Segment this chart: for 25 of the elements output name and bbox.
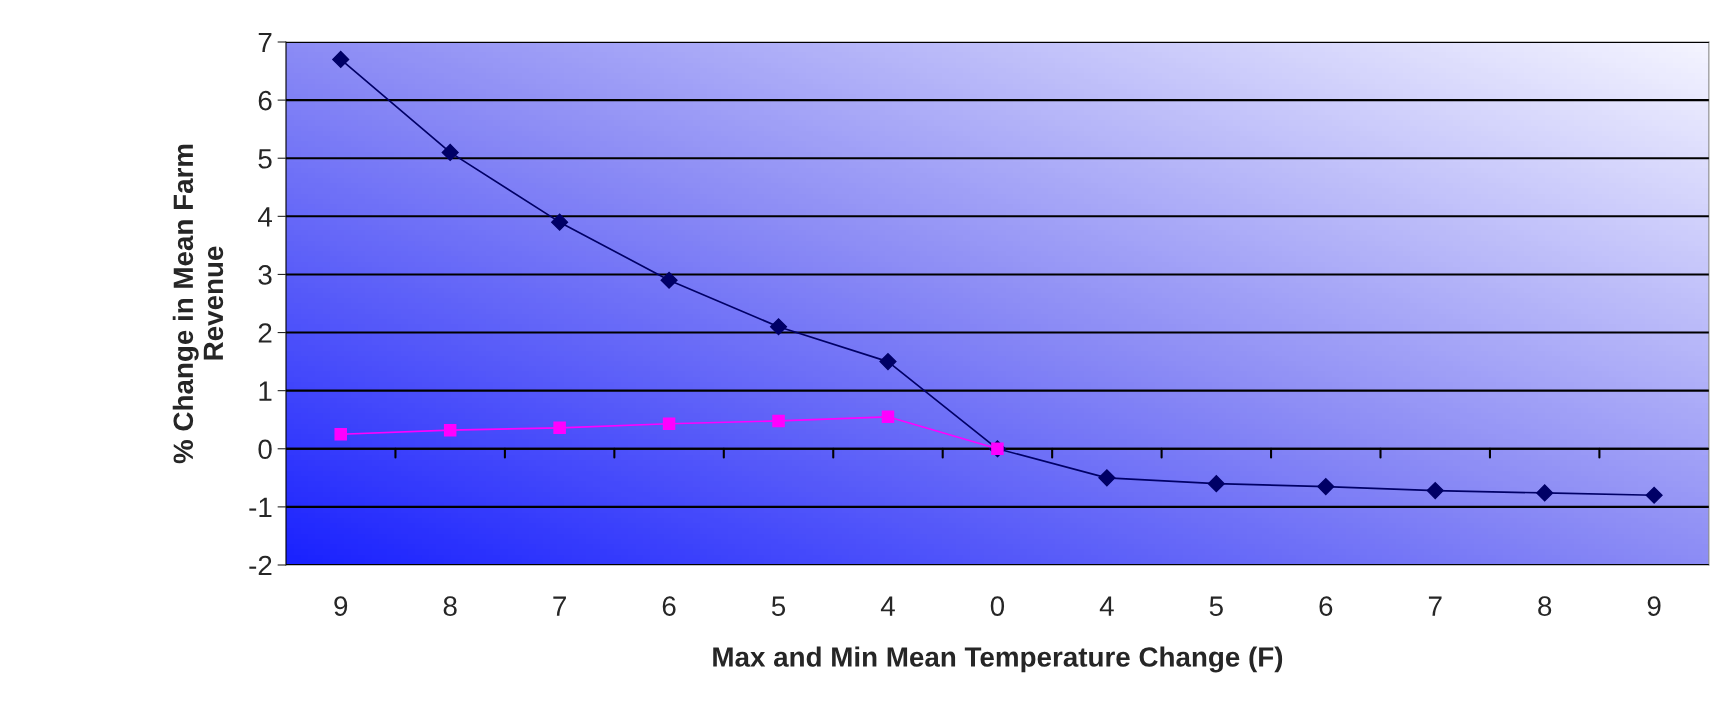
x-tick-label: 8 (443, 596, 457, 616)
y-tick-label: -1 (249, 497, 272, 517)
x-tick-label: 5 (771, 596, 786, 616)
x-tick-label: 9 (1647, 596, 1661, 616)
x-tick-label: 4 (1099, 596, 1114, 616)
x-axis-title: Max and Min Mean Temperature Change (F) (713, 646, 1283, 673)
y-tick-label: 5 (258, 149, 272, 169)
x-tick-label: 0 (990, 596, 1005, 616)
y-tick-label: 3 (258, 265, 272, 285)
x-tick-label: 9 (334, 596, 348, 616)
y-tick-label: 6 (258, 90, 272, 111)
y-tick-label: 0 (258, 439, 272, 460)
x-tick-label: 7 (1428, 596, 1442, 616)
y-tick-label: 1 (259, 381, 272, 401)
x-tick-label: 6 (1319, 596, 1333, 616)
y-tick-label: -2 (249, 555, 272, 576)
x-tick-label: 8 (1538, 596, 1552, 616)
x-tick-label: 5 (1209, 596, 1223, 616)
y-tick-label: 4 (258, 207, 272, 227)
x-tick-label: 4 (880, 596, 895, 616)
y-tick-label: 7 (258, 32, 272, 53)
x-tick-label: 7 (553, 596, 566, 616)
y-tick-label: 2 (258, 323, 272, 343)
y-axis-title: % Change in Mean Farm Revenue (172, 144, 224, 464)
x-tick-label: 6 (662, 596, 676, 616)
